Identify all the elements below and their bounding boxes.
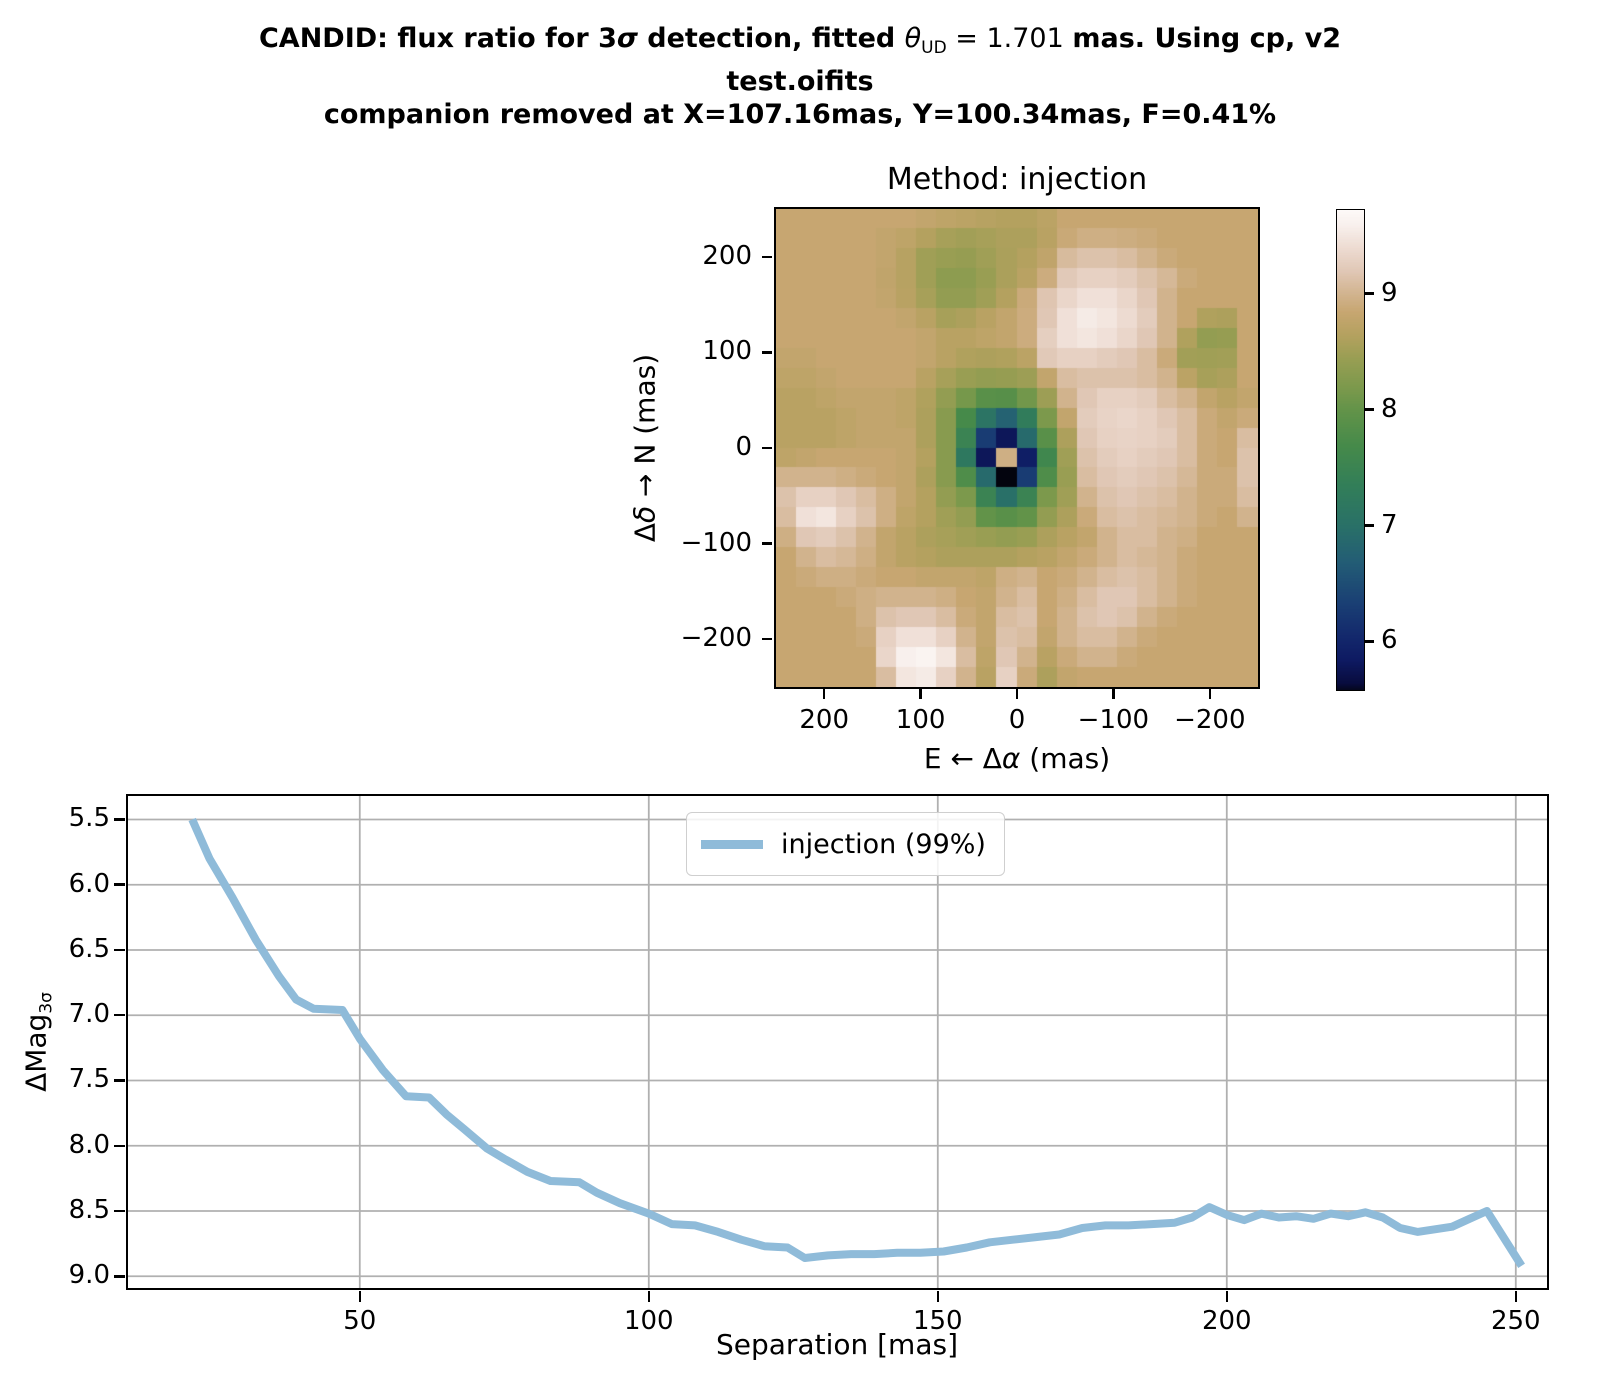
heatmap-xlabel-segment: α — [1001, 742, 1021, 775]
separation-y-ticklabel: 9.0 — [68, 1260, 110, 1291]
heatmap-frame — [774, 207, 1260, 689]
colorbar-tickmark — [1365, 524, 1374, 527]
colorbar-ticklabel: 8 — [1381, 393, 1398, 424]
separation-y-ticklabel: 7.0 — [68, 999, 110, 1030]
separation-x-tickmark — [936, 1290, 940, 1302]
heatmap-y-ticklabel: 0 — [735, 432, 752, 462]
figure-title-line1: CANDID: flux ratio for 3σ detection, fit… — [0, 22, 1600, 65]
heatmap-y-tickmark — [762, 446, 772, 450]
separation-y-ticklabel: 5.5 — [68, 803, 110, 834]
separation-x-ticklabel: 150 — [912, 1306, 963, 1336]
separation-x-ticklabel: 250 — [1490, 1306, 1541, 1336]
heatmap-y-tickmark — [762, 542, 772, 545]
colorbar-ticklabel: 9 — [1381, 277, 1398, 308]
legend: injection (99%) — [686, 812, 1005, 876]
heatmap-xlabel-segment: (mas) — [1020, 742, 1111, 775]
separation-y-tickmark — [114, 1079, 125, 1082]
heatmap-y-ticklabel: −100 — [680, 527, 752, 558]
title-segment: UD — [921, 38, 947, 58]
separation-y-ticklabel: 7.5 — [68, 1064, 110, 1095]
figure-title: CANDID: flux ratio for 3σ detection, fit… — [0, 22, 1600, 131]
separation-x-ticklabel: 100 — [623, 1306, 674, 1336]
heatmap-ylabel-segment: δ — [628, 505, 662, 523]
heatmap-x-tickmark — [919, 689, 922, 699]
colorbar-frame — [1336, 209, 1365, 691]
title-segment: σ — [616, 23, 638, 54]
heatmap-x-ticklabel: −100 — [1077, 705, 1150, 735]
heatmap-x-ticklabel: 100 — [895, 705, 946, 735]
separation-y-tickmark — [114, 1275, 125, 1278]
title-segment: CANDID: flux ratio for 3 — [258, 23, 617, 54]
heatmap-y-tickmark — [762, 637, 772, 641]
separation-plot — [127, 795, 1547, 1288]
colorbar-gradient — [1337, 210, 1364, 690]
heatmap-y-tickmark — [762, 255, 772, 259]
heatmap-x-tickmark — [822, 689, 826, 699]
title-segment: θ — [904, 23, 922, 54]
separation-y-tickmark — [114, 1144, 125, 1147]
separation-x-tickmark — [1225, 1290, 1229, 1302]
heatmap-y-ticklabel: 200 — [702, 240, 752, 271]
separation-x-tickmark — [1514, 1290, 1518, 1302]
heatmap-x-ticklabel: 200 — [799, 705, 850, 735]
separation-y-ticklabel: 8.5 — [68, 1195, 110, 1225]
title-segment: = 1.701 — [946, 23, 1073, 54]
separation-y-ticklabel: 6.0 — [68, 868, 110, 899]
colorbar-tickmark — [1365, 640, 1374, 643]
heatmap-y-tickmark — [762, 351, 772, 354]
legend-line-swatch — [701, 839, 763, 849]
figure-title-line3: companion removed at X=107.16mas, Y=100.… — [323, 99, 1277, 130]
heatmap-y-ticklabel: −200 — [680, 623, 752, 654]
heatmap-ylabel-segment: → N (mas) — [628, 353, 662, 506]
separation-y-tickmark — [114, 1013, 125, 1017]
colorbar-tickmark — [1365, 292, 1374, 295]
colorbar-ticklabel: 7 — [1381, 509, 1398, 540]
separation-plot-frame — [125, 793, 1549, 1290]
separation-y-ticklabel: 6.5 — [68, 933, 110, 964]
heatmap-image — [776, 209, 1258, 687]
separation-y-tickmark — [114, 818, 125, 821]
legend-label: injection (99%) — [781, 828, 986, 860]
heatmap-xlabel: E ← Δα (mas) — [924, 742, 1110, 775]
separation-x-ticklabel: 200 — [1201, 1306, 1252, 1336]
separation-x-tickmark — [647, 1290, 651, 1302]
title-segment: detection, fitted — [637, 23, 905, 54]
injection-curve — [188, 817, 1525, 1268]
heatmap-x-ticklabel: −200 — [1174, 705, 1246, 735]
heatmap-x-tickmark — [1208, 689, 1212, 699]
colorbar-tickmark — [1365, 408, 1374, 411]
heatmap-xlabel-segment: E ← Δ — [923, 742, 1002, 775]
separation-x-ticklabel: 50 — [343, 1306, 377, 1336]
figure-title-line2: test.oifits — [726, 66, 874, 97]
heatmap-y-ticklabel: 100 — [702, 336, 752, 367]
separation-plot-xlabel: Separation [mas] — [715, 1328, 959, 1361]
heatmap-x-ticklabel: 0 — [1008, 705, 1026, 735]
title-segment: mas. Using cp, v2 — [1072, 23, 1342, 54]
heatmap-title: Method: injection — [886, 162, 1148, 197]
separation-y-ticklabel: 8.0 — [68, 1129, 110, 1160]
separation-x-tickmark — [358, 1290, 362, 1302]
separation-y-tickmark — [114, 883, 125, 886]
heatmap-x-tickmark — [1015, 689, 1019, 699]
heatmap-x-tickmark — [1112, 689, 1115, 699]
colorbar-ticklabel: 6 — [1381, 625, 1398, 656]
separation-y-tickmark — [114, 1209, 125, 1213]
separation-y-tickmark — [114, 948, 125, 952]
